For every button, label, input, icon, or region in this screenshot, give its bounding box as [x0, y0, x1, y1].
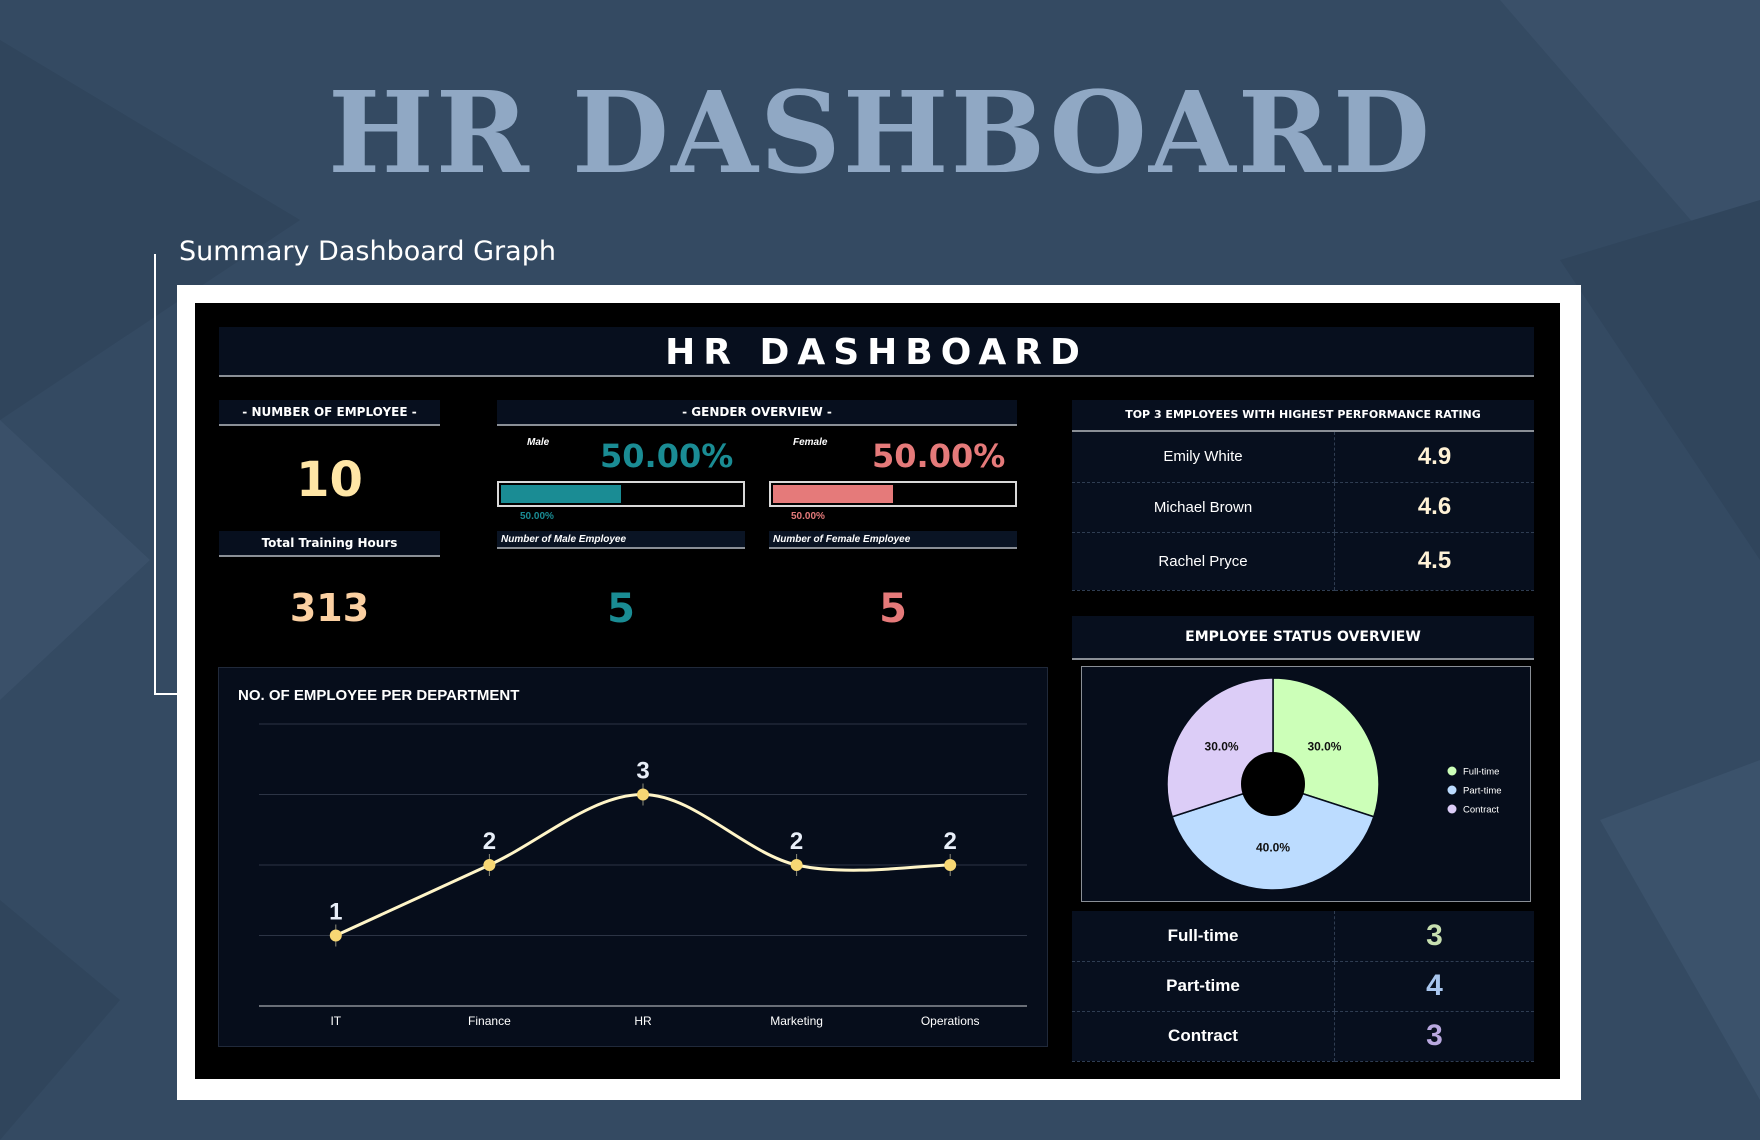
slice-label: 40.0%: [1256, 841, 1290, 855]
pie-slice: [1171, 783, 1375, 891]
data-label: 2: [483, 828, 496, 855]
status-header: EMPLOYEE STATUS OVERVIEW: [1072, 616, 1534, 660]
x-tick-label: Finance: [468, 1014, 511, 1028]
legend-label: Contract: [1463, 805, 1499, 816]
employee-name: Emily White: [1072, 432, 1335, 483]
status-count: 4: [1334, 961, 1534, 1012]
female-percentage: 50.00%: [872, 437, 1006, 475]
x-tick-label: HR: [634, 1014, 652, 1028]
male-progress-bar: [497, 481, 745, 507]
bracket-decoration: [154, 254, 180, 695]
section-subtitle: Summary Dashboard Graph: [179, 236, 556, 267]
data-label: 1: [329, 899, 342, 926]
legend-label: Part-time: [1463, 786, 1502, 797]
x-tick-label: IT: [330, 1014, 341, 1028]
data-point: [483, 859, 496, 871]
male-progress-fill: [501, 485, 621, 503]
employee-rating: 4.9: [1334, 432, 1534, 483]
donut-hole: [1241, 752, 1305, 816]
top3-header: TOP 3 EMPLOYEES WITH HIGHEST PERFORMANCE…: [1072, 400, 1534, 432]
female-bar-percentage: 50.00%: [791, 511, 825, 522]
male-percentage: 50.00%: [600, 437, 734, 475]
department-line-chart: NO. OF EMPLOYEE PER DEPARTMENT 1 IT 2 Financ…: [238, 687, 1027, 1028]
female-progress-bar: [769, 481, 1017, 507]
hero-title: HR DASHBOARD: [327, 68, 1433, 199]
employee-name: Rachel Pryce: [1072, 532, 1335, 591]
status-name: Contract: [1072, 1011, 1335, 1062]
status-pie-panel: 30.0% 40.0% 30.0% Full-time Part-time Contrac…: [1081, 666, 1531, 902]
data-label: 3: [636, 758, 649, 785]
female-progress-fill: [773, 485, 893, 503]
x-tick-label: Marketing: [770, 1014, 823, 1028]
employee-rating: 4.5: [1334, 532, 1534, 591]
department-chart-panel: NO. OF EMPLOYEE PER DEPARTMENT 1 IT 2 Financ…: [218, 667, 1048, 1047]
employee-name: Michael Brown: [1072, 482, 1335, 533]
female-count-header: Number of Female Employee: [769, 531, 1017, 549]
slice-label: 30.0%: [1205, 740, 1239, 754]
employee-rating: 4.6: [1334, 482, 1534, 533]
table-row: Full-time 3: [1072, 911, 1534, 962]
legend-label: Full-time: [1463, 767, 1499, 778]
status-name: Full-time: [1072, 911, 1335, 962]
status-pie-chart: 30.0% 40.0% 30.0% Full-time Part-time Contrac…: [1166, 677, 1502, 891]
data-label: 2: [944, 828, 957, 855]
data-label: 2: [790, 828, 803, 855]
male-count-value: 5: [607, 586, 635, 632]
gender-overview-header: - GENDER OVERVIEW -: [497, 400, 1017, 426]
top3-table: Emily White 4.9 Michael Brown 4.6 Rachel…: [1072, 432, 1534, 591]
table-row: Contract 3: [1072, 1011, 1534, 1062]
data-point: [637, 788, 649, 801]
training-hours-header: Total Training Hours: [219, 531, 440, 557]
chart-title: NO. OF EMPLOYEE PER DEPARTMENT: [238, 687, 519, 704]
dashboard: HR DASHBOARD - NUMBER OF EMPLOYEE - 10 T…: [195, 303, 1560, 1079]
status-table: Full-time 3 Part-time 4 Contract 3: [1072, 911, 1534, 1062]
slice-label: 30.0%: [1307, 740, 1341, 754]
data-point: [790, 859, 803, 871]
table-row: Rachel Pryce 4.5: [1072, 532, 1534, 591]
female-label: Female: [793, 437, 828, 448]
training-hours-value: 313: [289, 586, 370, 630]
table-row: Michael Brown 4.6: [1072, 482, 1534, 533]
legend-swatch: [1447, 766, 1457, 776]
legend-swatch: [1447, 785, 1457, 795]
employee-count-value: 10: [296, 452, 363, 508]
x-tick-label: Operations: [921, 1014, 980, 1028]
dashboard-title: HR DASHBOARD: [219, 327, 1534, 377]
employee-count-header: - NUMBER OF EMPLOYEE -: [219, 400, 440, 426]
data-point: [944, 859, 957, 871]
status-count: 3: [1334, 1011, 1534, 1062]
status-name: Part-time: [1072, 961, 1335, 1012]
male-bar-percentage: 50.00%: [520, 511, 554, 522]
legend-swatch: [1447, 804, 1457, 814]
data-point: [329, 929, 342, 942]
table-row: Part-time 4: [1072, 961, 1534, 1012]
female-count-value: 5: [879, 586, 907, 632]
male-count-header: Number of Male Employee: [497, 531, 745, 549]
table-row: Emily White 4.9: [1072, 432, 1534, 483]
male-label: Male: [527, 437, 550, 448]
status-count: 3: [1334, 911, 1534, 962]
